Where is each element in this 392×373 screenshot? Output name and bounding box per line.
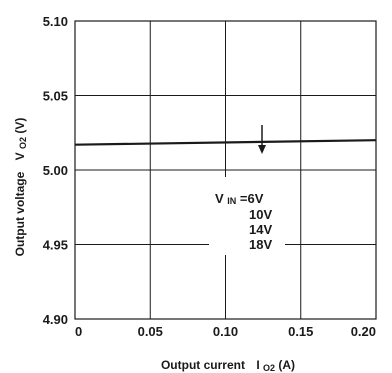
x-tick-label: 0.15 — [288, 324, 313, 339]
series — [74, 139, 377, 146]
vin-first-value: =6V — [240, 191, 264, 206]
vin-annotation: V IN =6V 10V 14V 18V — [209, 125, 285, 255]
svg-text:Output current I O: Output current I O2 (A) — [161, 358, 295, 373]
y-tick-label: 5.10 — [43, 14, 68, 29]
y-axis-label: Output voltage — [13, 171, 27, 256]
y-axis-title: Output voltage V O2 (V) — [13, 118, 29, 257]
plot-frame — [74, 20, 377, 320]
y-axis-symbol: V — [13, 152, 27, 160]
x-tick-label: 0.10 — [213, 324, 238, 339]
x-axis-subscript: O2 — [263, 363, 275, 373]
x-axis-unit: (A) — [278, 358, 295, 372]
vin-label-6v: V IN =6V — [215, 191, 264, 207]
y-tick-label: 5.05 — [43, 89, 68, 104]
annotation-arrowhead — [258, 145, 266, 154]
y-tick-label: 4.95 — [43, 238, 68, 253]
vin-subscript: IN — [227, 196, 236, 206]
vin-symbol: V — [215, 191, 224, 206]
x-tick-label: 0 — [75, 324, 82, 339]
x-tick-label: 0.05 — [138, 324, 163, 339]
svg-text:Output voltage V O: Output voltage V O2 (V) — [13, 118, 29, 257]
y-tick-label: 5.00 — [43, 163, 68, 178]
vin-label-18v: 18V — [249, 237, 272, 252]
y-axis-unit: (V) — [13, 118, 27, 134]
vin-label-10v: 10V — [249, 207, 272, 222]
vin-label-14v: 14V — [249, 222, 272, 237]
y-axis-subscript: O2 — [18, 137, 28, 149]
x-tick-label: 0.20 — [351, 324, 376, 339]
tick-labels: 0 0.05 0.10 0.15 0.20 4.90 4.95 5.00 5.05 5.10 — [43, 14, 376, 339]
x-axis-label: Output current — [161, 358, 245, 372]
grid — [75, 21, 376, 319]
y-tick-label: 4.90 — [43, 312, 68, 327]
x-axis-symbol: I — [256, 358, 259, 372]
x-axis-title: Output current I O2 (A) — [161, 358, 295, 373]
series-line-0 — [74, 139, 377, 146]
annotation-background — [209, 177, 285, 255]
